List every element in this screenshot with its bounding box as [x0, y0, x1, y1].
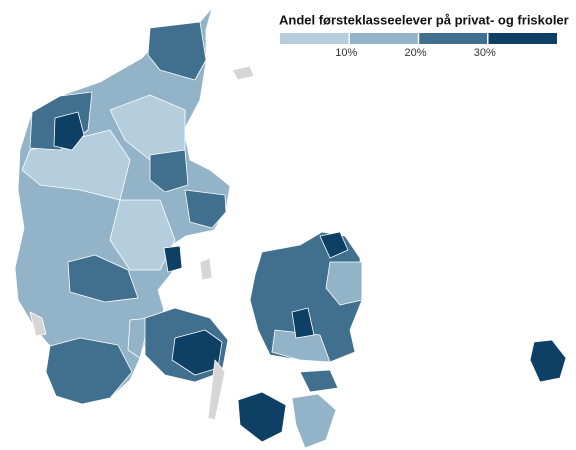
map-title: Andel førsteklasseelever på privat- og f… — [279, 12, 569, 27]
region — [184, 189, 227, 229]
region — [127, 317, 151, 359]
legend-swatch — [280, 33, 350, 44]
region — [319, 231, 349, 259]
region — [163, 245, 183, 273]
region — [291, 307, 315, 339]
region — [29, 311, 47, 337]
region — [299, 369, 339, 393]
region — [291, 393, 337, 449]
region — [149, 149, 189, 193]
region — [199, 257, 213, 281]
legend-swatch — [418, 33, 488, 44]
legend: 10% 20% 30% — [280, 33, 557, 59]
region — [45, 337, 133, 405]
region — [237, 391, 287, 443]
region — [325, 261, 363, 306]
region — [109, 199, 176, 271]
region — [529, 339, 567, 383]
region — [53, 111, 85, 151]
legend-tick-label: 10% — [335, 47, 357, 59]
legend-swatch — [487, 33, 557, 44]
region — [147, 21, 207, 81]
legend-swatch — [349, 33, 419, 44]
region — [231, 65, 255, 81]
regions — [14, 7, 567, 449]
legend-tick-label: 20% — [404, 47, 426, 59]
region — [207, 359, 226, 421]
region — [67, 254, 139, 303]
legend-tick-label: 30% — [474, 47, 496, 59]
